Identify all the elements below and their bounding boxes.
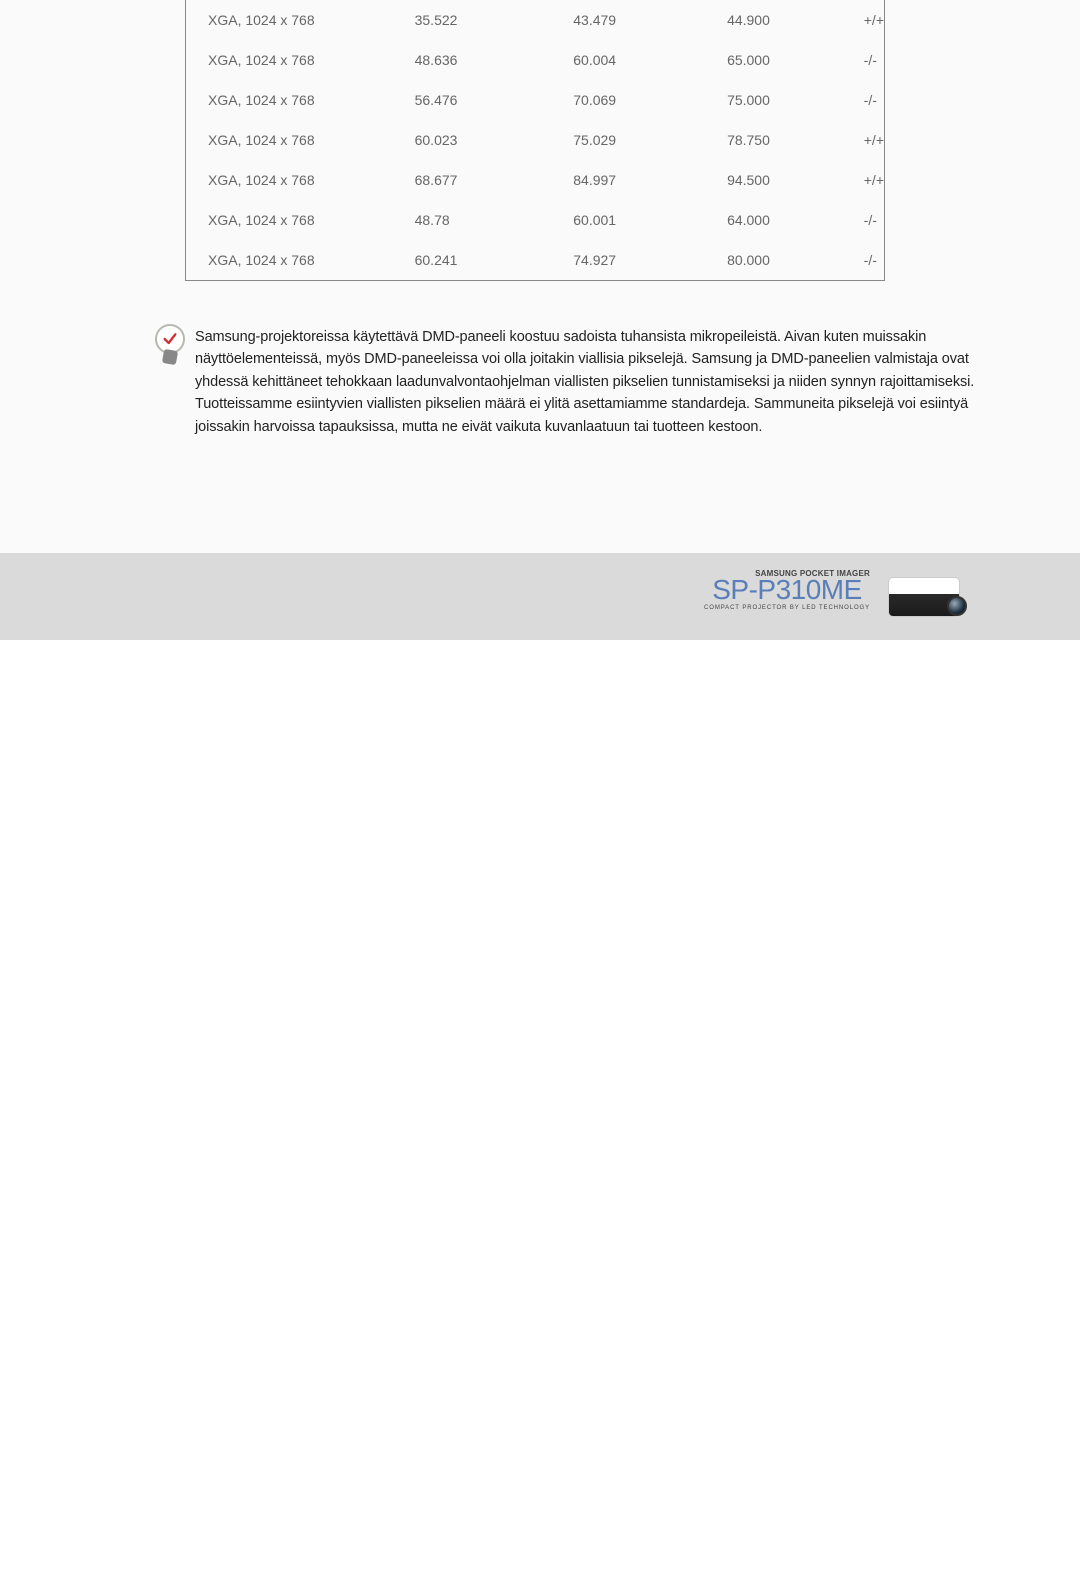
cell-value: 94.500 [705, 160, 864, 200]
note-text: Samsung-projektoreissa käytettävä DMD-pa… [195, 326, 980, 438]
cell-value: 44.900 [705, 0, 864, 40]
resolution-table-body: XGA, 1024 x 768 35.522 43.479 44.900 +/+… [186, 0, 885, 281]
projector-icon [888, 577, 960, 621]
cell-polarity: +/+ [864, 160, 885, 200]
cell-value: 70.069 [551, 80, 705, 120]
cell-value: 84.997 [551, 160, 705, 200]
cell-polarity: +/+ [864, 0, 885, 40]
table-row: XGA, 1024 x 768 35.522 43.479 44.900 +/+ [186, 0, 885, 40]
cell-value: 60.241 [393, 240, 552, 281]
note-block: Samsung-projektoreissa käytettävä DMD-pa… [0, 281, 1080, 553]
cell-value: 80.000 [705, 240, 864, 281]
spec-table-container: XGA, 1024 x 768 35.522 43.479 44.900 +/+… [0, 0, 1080, 281]
cell-resolution: XGA, 1024 x 768 [186, 120, 393, 160]
cell-polarity: +/+ [864, 120, 885, 160]
cell-value: 43.479 [551, 0, 705, 40]
table-row: XGA, 1024 x 768 48.636 60.004 65.000 -/- [186, 40, 885, 80]
cell-value: 64.000 [705, 200, 864, 240]
cell-value: 75.000 [705, 80, 864, 120]
cell-resolution: XGA, 1024 x 768 [186, 240, 393, 281]
cell-value: 75.029 [551, 120, 705, 160]
cell-resolution: XGA, 1024 x 768 [186, 0, 393, 40]
table-row: XGA, 1024 x 768 60.023 75.029 78.750 +/+ [186, 120, 885, 160]
check-pin-icon [155, 324, 185, 366]
page-whitespace [0, 640, 1080, 1590]
cell-value: 60.004 [551, 40, 705, 80]
product-logo: SAMSUNG POCKET IMAGER SP-P310ME COMPACT … [704, 569, 870, 611]
table-row: XGA, 1024 x 768 48.78 60.001 64.000 -/- [186, 200, 885, 240]
cell-value: 56.476 [393, 80, 552, 120]
cell-value: 35.522 [393, 0, 552, 40]
cell-resolution: XGA, 1024 x 768 [186, 80, 393, 120]
cell-value: 68.677 [393, 160, 552, 200]
logo-sub-line: COMPACT PROJECTOR BY LED TECHNOLOGY [704, 605, 870, 611]
cell-value: 48.636 [393, 40, 552, 80]
table-row: XGA, 1024 x 768 60.241 74.927 80.000 -/- [186, 240, 885, 281]
cell-polarity: -/- [864, 200, 885, 240]
table-row: XGA, 1024 x 768 56.476 70.069 75.000 -/- [186, 80, 885, 120]
footer-bar: SAMSUNG POCKET IMAGER SP-P310ME COMPACT … [0, 553, 1080, 640]
cell-resolution: XGA, 1024 x 768 [186, 160, 393, 200]
cell-polarity: -/- [864, 40, 885, 80]
table-row: XGA, 1024 x 768 68.677 84.997 94.500 +/+ [186, 160, 885, 200]
logo-main-line: SP-P310ME [712, 574, 862, 605]
cell-polarity: -/- [864, 80, 885, 120]
cell-resolution: XGA, 1024 x 768 [186, 40, 393, 80]
resolution-table: XGA, 1024 x 768 35.522 43.479 44.900 +/+… [185, 0, 885, 281]
cell-value: 60.001 [551, 200, 705, 240]
cell-value: 48.78 [393, 200, 552, 240]
document-page: XGA, 1024 x 768 35.522 43.479 44.900 +/+… [0, 0, 1080, 640]
cell-value: 65.000 [705, 40, 864, 80]
cell-value: 78.750 [705, 120, 864, 160]
cell-value: 60.023 [393, 120, 552, 160]
cell-polarity: -/- [864, 240, 885, 281]
cell-value: 74.927 [551, 240, 705, 281]
cell-resolution: XGA, 1024 x 768 [186, 200, 393, 240]
